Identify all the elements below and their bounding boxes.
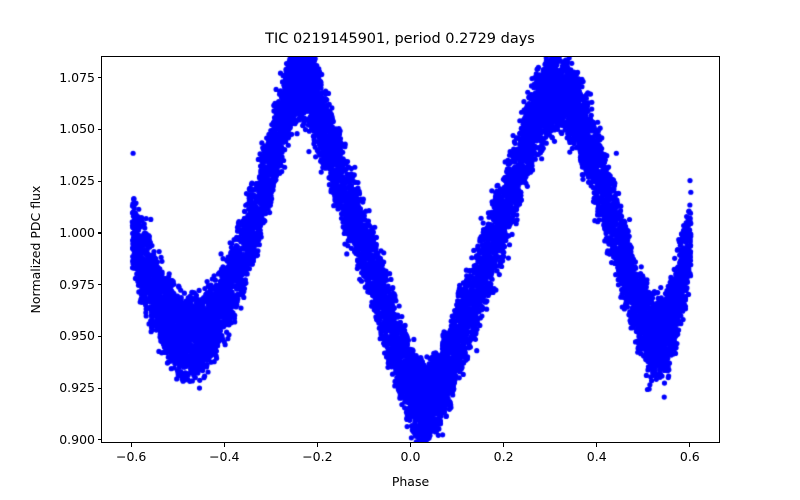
x-tick-mark bbox=[689, 443, 691, 447]
x-tick-mark bbox=[316, 443, 318, 447]
x-tick-label: −0.2 bbox=[302, 449, 333, 464]
y-tick-label: 0.950 bbox=[59, 328, 95, 344]
x-tick-label: 0.4 bbox=[586, 449, 607, 464]
page-title: TIC 0219145901, period 0.2729 days bbox=[265, 31, 535, 47]
y-tick-label: 1.075 bbox=[59, 69, 95, 85]
x-tick-label: 0.2 bbox=[493, 449, 514, 464]
x-axis-label: Phase bbox=[391, 474, 430, 489]
y-tick-mark bbox=[97, 335, 101, 337]
x-tick-mark bbox=[410, 443, 412, 447]
y-tick-label: 0.900 bbox=[59, 431, 95, 447]
y-axis-label: Normalized PDC flux bbox=[28, 185, 43, 314]
plot-area bbox=[101, 56, 720, 443]
y-tick-label: 1.025 bbox=[59, 173, 95, 189]
x-tick-label: 0.6 bbox=[679, 449, 700, 464]
y-tick-label: 1.050 bbox=[59, 121, 95, 137]
x-tick-mark bbox=[223, 443, 225, 447]
y-tick-mark bbox=[97, 77, 101, 79]
x-tick-label: −0.6 bbox=[115, 449, 147, 464]
x-tick-mark bbox=[130, 443, 132, 447]
y-tick-mark bbox=[97, 284, 101, 286]
y-tick-mark bbox=[97, 439, 101, 441]
y-tick-label: 1.000 bbox=[59, 224, 95, 240]
y-tick-label: 0.925 bbox=[59, 380, 95, 396]
x-tick-label: 0.0 bbox=[400, 449, 421, 464]
y-tick-label: 0.975 bbox=[59, 276, 95, 292]
x-tick-mark bbox=[596, 443, 598, 447]
y-tick-mark bbox=[97, 387, 101, 389]
y-tick-mark bbox=[97, 180, 101, 182]
y-tick-mark bbox=[97, 232, 101, 234]
scatter-plot-canvas bbox=[102, 57, 719, 442]
x-tick-mark bbox=[503, 443, 505, 447]
y-tick-mark bbox=[97, 128, 101, 131]
x-tick-label: −0.4 bbox=[209, 449, 240, 464]
